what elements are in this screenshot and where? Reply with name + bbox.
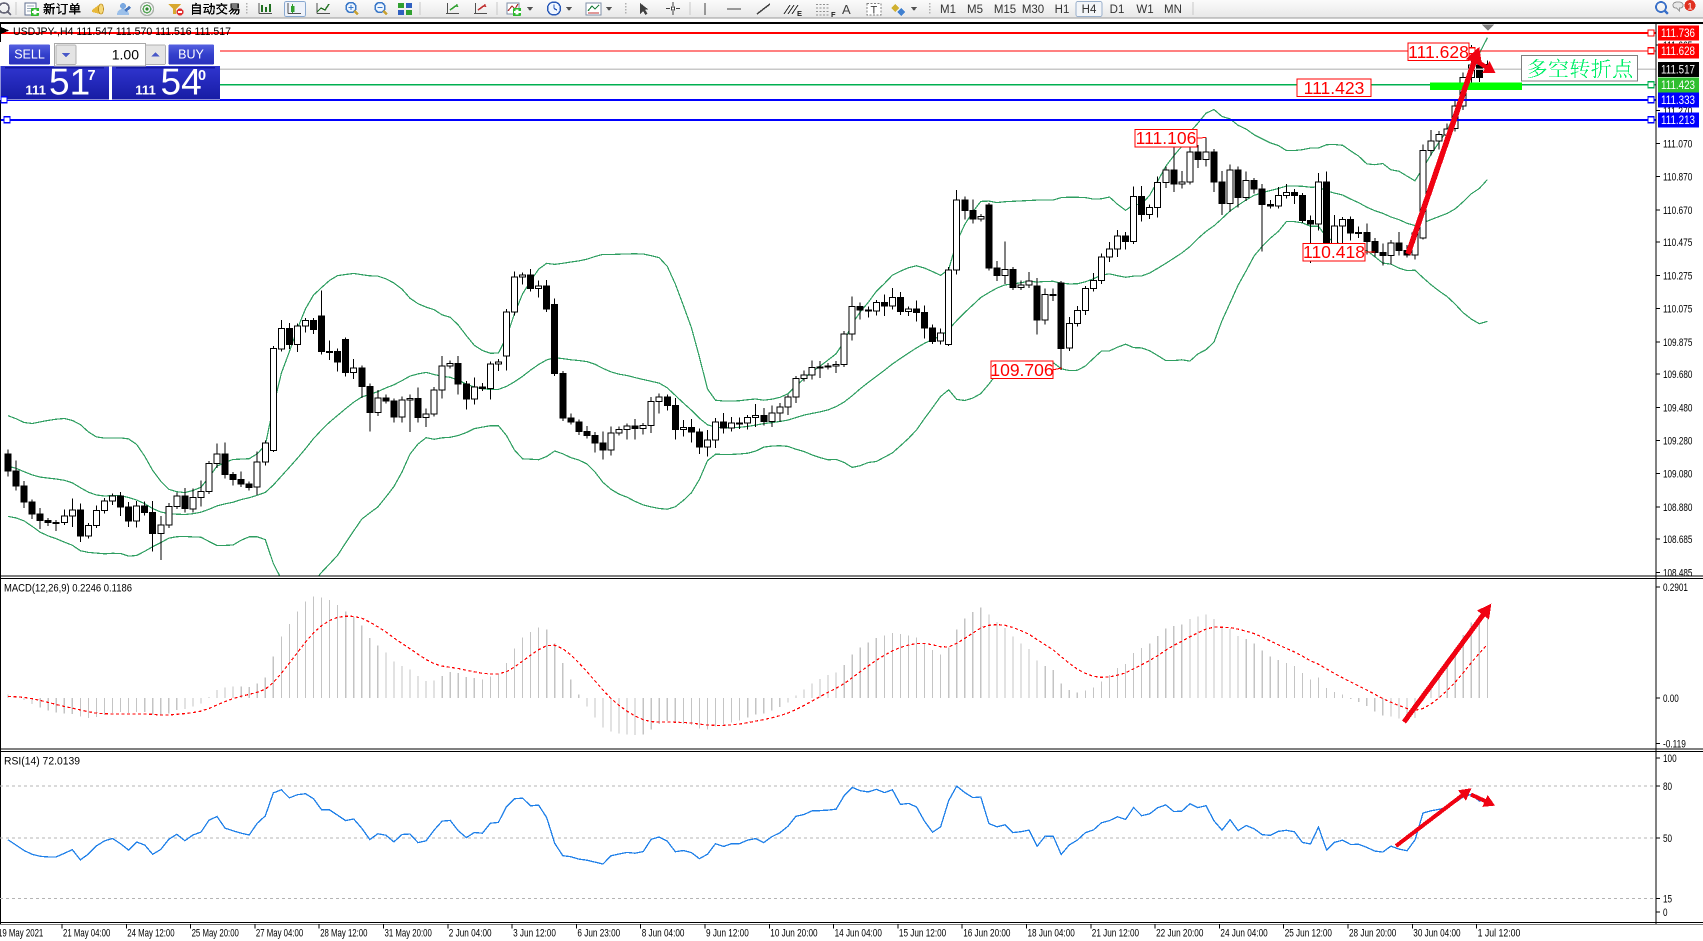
svg-text:50: 50 [1663, 833, 1672, 845]
svg-text:111.070: 111.070 [1663, 139, 1692, 151]
svg-text:1.00: 1.00 [112, 47, 139, 63]
svg-text:8 Jun 04:00: 8 Jun 04:00 [642, 928, 685, 940]
svg-text:110.075: 110.075 [1663, 304, 1692, 316]
svg-text:111.333: 111.333 [1661, 95, 1695, 107]
svg-text:109.875: 109.875 [1663, 337, 1692, 349]
svg-text:W1: W1 [1136, 4, 1153, 16]
svg-text:3 Jun 12:00: 3 Jun 12:00 [513, 928, 556, 940]
svg-text:110.275: 110.275 [1663, 270, 1692, 282]
svg-text:111: 111 [135, 83, 156, 98]
svg-text:M30: M30 [1022, 4, 1044, 16]
svg-text:28 Jun 20:00: 28 Jun 20:00 [1349, 928, 1396, 940]
svg-text:7: 7 [88, 68, 96, 84]
svg-text:110.475: 110.475 [1663, 237, 1692, 249]
svg-text:111.423: 111.423 [1661, 80, 1695, 92]
svg-text:30 Jun 04:00: 30 Jun 04:00 [1413, 928, 1460, 940]
svg-text:108.685: 108.685 [1663, 534, 1692, 546]
svg-text:22 Jun 20:00: 22 Jun 20:00 [1156, 928, 1203, 940]
svg-text:110.870: 110.870 [1663, 172, 1692, 184]
svg-text:109.280: 109.280 [1663, 436, 1692, 448]
svg-text:111.628: 111.628 [1661, 46, 1695, 58]
svg-text:RSI(14) 72.0139: RSI(14) 72.0139 [4, 756, 80, 768]
svg-text:10 Jun 20:00: 10 Jun 20:00 [770, 928, 817, 940]
svg-text:109.706: 109.706 [990, 360, 1053, 380]
svg-text:14 Jun 04:00: 14 Jun 04:00 [835, 928, 882, 940]
svg-text:111.213: 111.213 [1661, 115, 1695, 127]
svg-text:108.485: 108.485 [1663, 567, 1692, 579]
svg-text:111.517: 111.517 [1661, 65, 1695, 77]
svg-text:24 May 12:00: 24 May 12:00 [127, 928, 174, 940]
svg-text:111: 111 [25, 83, 46, 98]
svg-text:0: 0 [1663, 907, 1668, 919]
svg-text:1: 1 [1687, 2, 1692, 13]
svg-text:54: 54 [161, 62, 202, 103]
svg-text:BUY: BUY [178, 48, 204, 62]
svg-text:109.080: 109.080 [1663, 469, 1692, 481]
svg-text:15: 15 [1663, 894, 1672, 906]
svg-text:31 May 20:00: 31 May 20:00 [385, 928, 432, 940]
svg-text:24 Jun 04:00: 24 Jun 04:00 [1220, 928, 1267, 940]
svg-text:18 Jun 04:00: 18 Jun 04:00 [1028, 928, 1075, 940]
svg-text:0: 0 [198, 68, 206, 84]
svg-text:9 Jun 12:00: 9 Jun 12:00 [706, 928, 749, 940]
svg-text:100: 100 [1663, 753, 1677, 765]
svg-text:21 May 04:00: 21 May 04:00 [63, 928, 110, 940]
svg-text:D1: D1 [1110, 4, 1125, 16]
svg-text:108.880: 108.880 [1663, 502, 1692, 514]
svg-text:110.418: 110.418 [1303, 242, 1365, 262]
svg-text:0.2901: 0.2901 [1663, 582, 1688, 594]
svg-text:110.670: 110.670 [1663, 205, 1692, 217]
svg-text:111.423: 111.423 [1304, 78, 1365, 98]
svg-text:25 May 20:00: 25 May 20:00 [192, 928, 239, 940]
svg-text:E: E [797, 9, 802, 18]
svg-text:0.00: 0.00 [1663, 693, 1679, 705]
svg-text:109.480: 109.480 [1663, 402, 1692, 414]
svg-text:51: 51 [49, 62, 90, 103]
svg-text:111.736: 111.736 [1661, 28, 1695, 40]
svg-text:27 May 04:00: 27 May 04:00 [256, 928, 303, 940]
svg-text:-0.119: -0.119 [1663, 739, 1686, 751]
svg-text:M1: M1 [940, 4, 956, 16]
svg-text:21 Jun 12:00: 21 Jun 12:00 [1092, 928, 1139, 940]
svg-text:28 May 12:00: 28 May 12:00 [320, 928, 367, 940]
svg-text:MACD(12,26,9) 0.2246 0.1186: MACD(12,26,9) 0.2246 0.1186 [4, 583, 132, 595]
svg-text:M15: M15 [994, 4, 1016, 16]
svg-text:A: A [842, 2, 851, 17]
svg-text:80: 80 [1663, 781, 1672, 793]
svg-text:F: F [831, 10, 836, 19]
svg-text:109.680: 109.680 [1663, 369, 1692, 381]
svg-text:USDJPY-,H4 111.547 111.570 11: USDJPY-,H4 111.547 111.570 111.516 111.5… [13, 26, 231, 38]
svg-text:2 Jun 04:00: 2 Jun 04:00 [449, 928, 492, 940]
svg-text:SELL: SELL [14, 48, 45, 62]
svg-text:25 Jun 12:00: 25 Jun 12:00 [1285, 928, 1332, 940]
svg-text:15 Jun 12:00: 15 Jun 12:00 [899, 928, 946, 940]
svg-text:111.106: 111.106 [1136, 128, 1197, 148]
svg-text:M5: M5 [967, 4, 983, 16]
svg-text:6 Jun 23:00: 6 Jun 23:00 [577, 928, 620, 940]
svg-text:1 Jul 12:00: 1 Jul 12:00 [1478, 928, 1521, 940]
svg-text:MN: MN [1164, 4, 1182, 16]
svg-text:19 May 2021: 19 May 2021 [0, 928, 43, 940]
svg-text:111.628: 111.628 [1408, 42, 1469, 62]
svg-text:T: T [871, 5, 878, 17]
svg-text:H4: H4 [1082, 4, 1097, 16]
svg-text:H1: H1 [1055, 4, 1070, 16]
svg-text:16 Jun 20:00: 16 Jun 20:00 [963, 928, 1010, 940]
